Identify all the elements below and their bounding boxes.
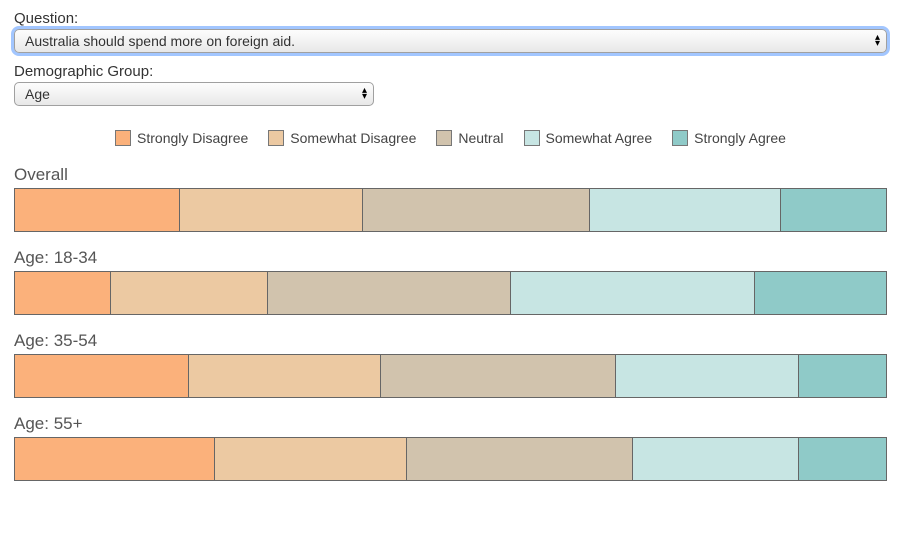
bar-segment [407, 438, 633, 480]
bar-group: Age: 35-54 [14, 331, 887, 398]
bar-segment [755, 272, 886, 314]
demographic-select[interactable]: Age ▴▾ [14, 82, 374, 106]
bar-group-label: Age: 55+ [14, 414, 887, 434]
bar-group: Age: 18-34 [14, 248, 887, 315]
bar-segment [511, 272, 755, 314]
legend-label: Strongly Agree [694, 130, 786, 146]
legend-swatch [436, 130, 452, 146]
stacked-bar [14, 188, 887, 232]
legend-swatch [672, 130, 688, 146]
question-field: Question: Australia should spend more on… [14, 10, 887, 53]
chart-area: Overall Age: 18-34 Age: 35-54 Age: 55+ [14, 165, 887, 481]
bar-segment [189, 355, 381, 397]
bar-segment [799, 355, 886, 397]
bar-segment [781, 189, 886, 231]
select-arrows-icon: ▴▾ [875, 35, 880, 47]
bar-segment [616, 355, 799, 397]
bar-segment [180, 189, 363, 231]
legend-label: Somewhat Disagree [290, 130, 416, 146]
select-arrows-icon: ▴▾ [362, 88, 367, 100]
stacked-bar [14, 437, 887, 481]
question-select-value: Australia should spend more on foreign a… [25, 33, 295, 49]
legend-item: Strongly Agree [672, 130, 786, 146]
legend-item: Neutral [436, 130, 503, 146]
bar-segment [15, 438, 215, 480]
bar-group: Age: 55+ [14, 414, 887, 481]
bar-segment [590, 189, 782, 231]
bar-group: Overall [14, 165, 887, 232]
bar-segment [799, 438, 886, 480]
legend-swatch [115, 130, 131, 146]
stacked-bar [14, 271, 887, 315]
bar-group-label: Age: 35-54 [14, 331, 887, 351]
demographic-select-value: Age [25, 86, 50, 102]
legend-label: Somewhat Agree [546, 130, 653, 146]
question-select[interactable]: Australia should spend more on foreign a… [14, 29, 887, 53]
demographic-label: Demographic Group: [14, 63, 887, 80]
question-label: Question: [14, 10, 887, 27]
bar-group-label: Overall [14, 165, 887, 185]
stacked-bar [14, 354, 887, 398]
legend-item: Somewhat Agree [524, 130, 653, 146]
bar-segment [363, 189, 589, 231]
legend-label: Strongly Disagree [137, 130, 248, 146]
legend-swatch [268, 130, 284, 146]
bar-segment [268, 272, 512, 314]
bar-segment [633, 438, 798, 480]
chart-legend: Strongly Disagree Somewhat Disagree Neutra… [14, 130, 887, 149]
bar-segment [15, 355, 189, 397]
bar-segment [215, 438, 407, 480]
legend-item: Strongly Disagree [115, 130, 248, 146]
bar-group-label: Age: 18-34 [14, 248, 887, 268]
bar-segment [111, 272, 268, 314]
legend-swatch [524, 130, 540, 146]
bar-segment [381, 355, 616, 397]
bar-segment [15, 189, 180, 231]
legend-item: Somewhat Disagree [268, 130, 416, 146]
legend-label: Neutral [458, 130, 503, 146]
bar-segment [15, 272, 111, 314]
demographic-field: Demographic Group: Age ▴▾ [14, 63, 887, 106]
